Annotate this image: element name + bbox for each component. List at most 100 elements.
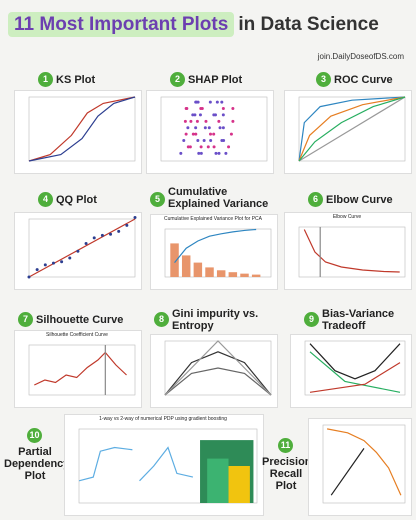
- number-badge: 4: [38, 192, 53, 207]
- point: [199, 145, 203, 149]
- plot-title: Bias-Variance Tradeoff: [322, 308, 395, 332]
- plot-title: KS Plot: [56, 74, 96, 86]
- point: [203, 126, 207, 130]
- curve: [139, 446, 194, 482]
- bar: [207, 458, 229, 503]
- curve: [164, 367, 272, 396]
- point: [76, 249, 80, 253]
- point: [109, 232, 113, 236]
- number-badge: 7: [18, 312, 33, 327]
- point: [214, 151, 218, 155]
- point: [189, 119, 193, 123]
- plot-thumbnail: [290, 334, 412, 408]
- title-highlight: 11 Most Important Plots: [8, 12, 235, 37]
- curve: [309, 351, 401, 393]
- point: [229, 132, 233, 136]
- point: [204, 119, 208, 123]
- point: [194, 126, 198, 130]
- number-badge: 8: [154, 312, 169, 327]
- brand: join.DailyDoseofDS.com: [317, 52, 404, 61]
- curve: [298, 96, 406, 162]
- point: [92, 236, 96, 240]
- axes: [28, 344, 136, 396]
- axes: [298, 226, 406, 278]
- point: [197, 151, 201, 155]
- point: [209, 139, 213, 143]
- bar: [205, 267, 214, 277]
- title-rest: in Data Science: [238, 14, 379, 35]
- curve: [303, 229, 400, 273]
- thumbnail-caption: Silhouette Coefficient Curve: [46, 332, 108, 338]
- curve: [309, 343, 401, 380]
- point: [221, 107, 225, 111]
- plot-thumbnail: [64, 414, 264, 516]
- point: [195, 119, 199, 123]
- point: [215, 100, 219, 104]
- point: [182, 139, 186, 143]
- plot-thumbnail: [308, 418, 412, 516]
- point: [191, 132, 195, 136]
- curve: [34, 351, 127, 386]
- plot-title: Cumulative Explained Variance: [168, 186, 269, 210]
- point: [214, 113, 218, 117]
- plot-title: Partial Dependency Plot: [4, 446, 70, 482]
- curve: [326, 428, 402, 496]
- point: [196, 139, 200, 143]
- point: [117, 229, 121, 233]
- number-badge: 10: [27, 428, 42, 443]
- axes: [28, 96, 136, 162]
- point: [193, 113, 197, 117]
- plot-thumbnail: [146, 90, 274, 174]
- point: [202, 139, 206, 143]
- point: [191, 113, 195, 117]
- axes: [322, 424, 406, 504]
- number-badge: 11: [278, 438, 293, 453]
- number-badge: 2: [170, 72, 185, 87]
- curve: [298, 96, 406, 162]
- point: [35, 268, 39, 272]
- plot-thumbnail: [14, 330, 142, 408]
- bar: [240, 273, 249, 277]
- point: [221, 126, 225, 130]
- point: [194, 132, 198, 136]
- point: [209, 132, 213, 136]
- curve: [298, 96, 406, 162]
- plot-title: SHAP Plot: [188, 74, 243, 86]
- bar: [216, 270, 226, 277]
- bar: [181, 255, 191, 277]
- thumbnail-caption: Elbow Curve: [332, 214, 362, 220]
- bar: [228, 272, 238, 277]
- point: [186, 126, 190, 130]
- point: [43, 263, 47, 267]
- plot-title: Gini impurity vs. Entropy: [172, 308, 259, 332]
- point: [217, 119, 221, 123]
- plot-title: QQ Plot: [56, 194, 97, 206]
- point: [208, 100, 212, 104]
- number-badge: 5: [150, 192, 165, 207]
- plot-thumbnail: [284, 90, 412, 174]
- thumbnail-caption: 1-way vs 2-way of numerical PDP using gr…: [99, 416, 227, 422]
- curve: [164, 351, 272, 396]
- bar: [193, 262, 203, 277]
- point: [68, 256, 72, 260]
- point: [179, 151, 183, 155]
- plot-title: Precision Recall Plot: [262, 456, 312, 492]
- curve: [330, 448, 365, 496]
- point: [212, 132, 216, 136]
- point: [222, 139, 226, 143]
- axes: [28, 218, 136, 278]
- point: [199, 151, 203, 155]
- point: [188, 145, 192, 149]
- curve: [28, 96, 136, 162]
- plot-title: ROC Curve: [334, 74, 393, 86]
- point: [133, 216, 137, 220]
- point: [227, 145, 231, 149]
- point: [207, 126, 211, 130]
- point: [183, 119, 187, 123]
- point: [206, 145, 210, 149]
- point: [231, 119, 235, 123]
- point: [224, 151, 228, 155]
- point: [125, 223, 129, 227]
- plot-title: Silhouette Curve: [36, 314, 124, 326]
- point: [51, 261, 55, 265]
